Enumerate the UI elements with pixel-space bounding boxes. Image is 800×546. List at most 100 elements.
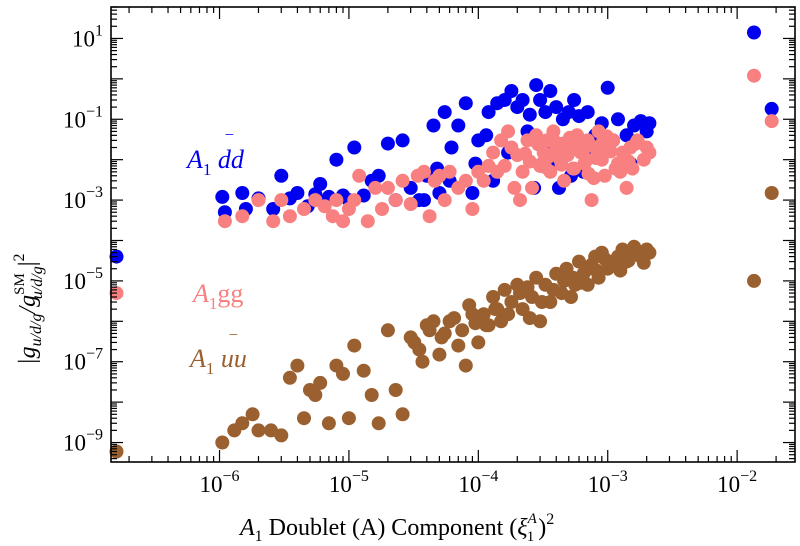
data-point — [395, 407, 410, 422]
data-point — [584, 193, 599, 208]
data-point — [360, 214, 375, 229]
data-point — [580, 105, 595, 120]
data-point — [504, 295, 519, 309]
data-point — [567, 161, 582, 176]
data-point — [458, 173, 473, 188]
data-point — [589, 263, 604, 278]
data-point — [329, 193, 344, 208]
data-point — [313, 375, 328, 390]
data-point — [476, 307, 491, 322]
data-point — [347, 193, 362, 208]
data-point — [628, 136, 643, 151]
data-point — [613, 164, 628, 179]
series-label-uu-bar: ‾ — [229, 333, 238, 355]
x-tick-label: 10−6 — [200, 468, 240, 497]
data-point — [557, 173, 572, 188]
data-point — [476, 173, 491, 188]
data-point — [407, 335, 422, 350]
data-point — [341, 411, 356, 426]
plot-frame — [110, 6, 796, 463]
data-point — [336, 214, 350, 229]
data-point — [546, 282, 561, 297]
data-point — [515, 164, 530, 179]
data-point — [297, 411, 311, 426]
data-point — [573, 275, 588, 290]
data-point — [245, 407, 260, 422]
points-layer — [109, 25, 779, 459]
data-point — [447, 311, 462, 326]
data-point — [274, 193, 289, 208]
data-point — [481, 105, 496, 120]
data-point — [321, 416, 336, 431]
data-point — [371, 416, 386, 431]
data-point — [371, 168, 386, 183]
data-point — [546, 124, 561, 139]
data-point — [235, 186, 250, 200]
y-tick-label: 10−5 — [63, 265, 103, 294]
data-point — [465, 202, 480, 216]
y-tick-label: 10−3 — [63, 184, 103, 213]
series-label-dd-bar: ‾ — [225, 133, 234, 155]
data-point — [533, 93, 548, 107]
tick-labels-layer: 10−6 10−5 10−4 10−3 10−2 101 10−1 10−3 10−5 10−7 1… — [63, 22, 757, 497]
data-point — [356, 363, 371, 378]
data-point — [368, 180, 383, 195]
data-point — [611, 112, 625, 127]
data-point — [380, 180, 395, 195]
data-point — [380, 136, 395, 151]
data-point — [764, 186, 779, 200]
data-point — [504, 84, 519, 98]
series-label-uu: A1 uu — [188, 344, 247, 378]
series-0 — [109, 25, 779, 264]
data-point — [308, 388, 323, 402]
data-point — [549, 100, 564, 115]
data-point — [567, 93, 582, 107]
series-2 — [109, 186, 779, 459]
data-point — [235, 416, 250, 431]
data-point — [417, 193, 431, 208]
data-point — [534, 295, 549, 309]
data-point — [501, 307, 516, 322]
data-point — [501, 124, 516, 139]
data-point — [380, 323, 395, 338]
x-axis-title: A1 Doublet (A) Component (ξA 1)2 — [238, 511, 554, 545]
data-point — [266, 202, 281, 216]
x-tick-label: 10−3 — [588, 468, 628, 497]
data-point — [531, 137, 546, 152]
data-point — [403, 197, 418, 211]
data-point — [458, 96, 473, 111]
data-point — [507, 180, 522, 195]
data-point — [564, 290, 578, 304]
ticks-layer — [111, 6, 795, 462]
y-tick-label: 10−7 — [63, 346, 103, 375]
data-point — [426, 118, 441, 133]
data-point — [415, 354, 430, 369]
series-label-gg: A1gg — [191, 279, 243, 313]
data-point — [579, 152, 594, 167]
data-point — [235, 209, 250, 224]
data-point — [636, 255, 651, 270]
data-point — [347, 140, 362, 155]
x-tick-label: 10−5 — [329, 468, 369, 497]
data-point — [274, 428, 289, 443]
data-point — [465, 186, 480, 200]
data-point — [434, 330, 449, 345]
data-point — [497, 282, 512, 297]
data-point — [395, 173, 410, 188]
data-point — [529, 78, 544, 93]
data-point — [274, 168, 289, 183]
data-point — [642, 145, 657, 160]
data-point — [282, 209, 297, 224]
data-point — [432, 347, 447, 362]
data-point — [764, 101, 779, 116]
data-point — [437, 193, 452, 208]
data-point — [617, 151, 632, 165]
data-point — [317, 199, 332, 214]
data-point — [451, 118, 466, 133]
series-1 — [109, 68, 779, 301]
data-point — [471, 335, 486, 350]
data-point — [522, 311, 537, 326]
data-point — [488, 302, 503, 317]
data-point — [215, 435, 230, 450]
data-point — [571, 139, 586, 154]
